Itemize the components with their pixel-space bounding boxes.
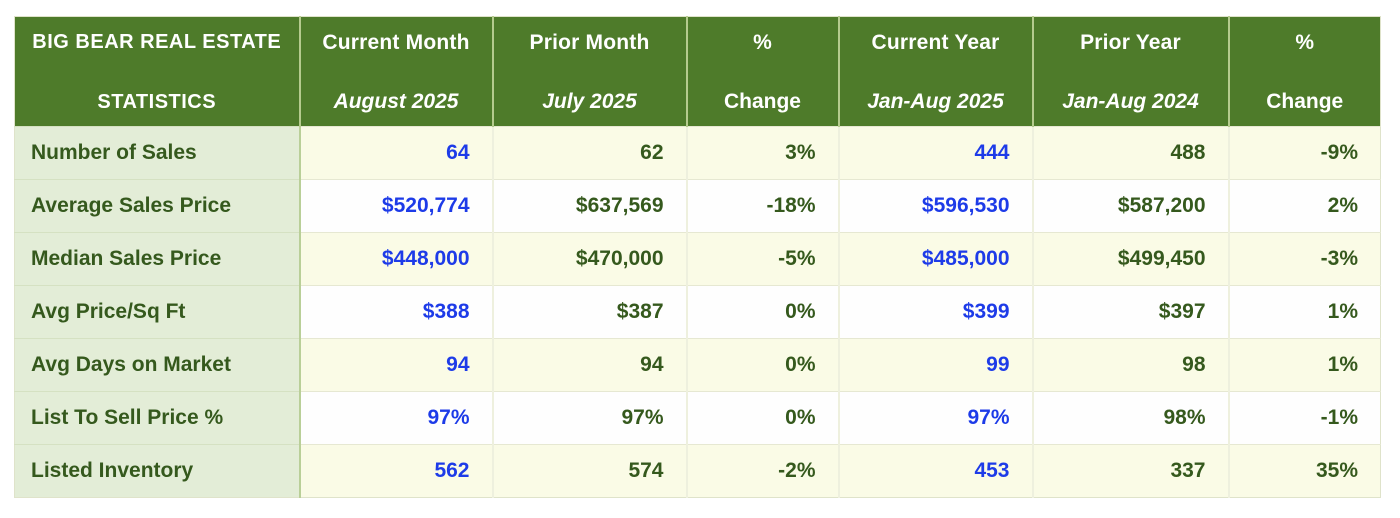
cell-value: $520,774 — [299, 179, 494, 233]
cell-value: -5% — [686, 232, 840, 286]
row-label: Number of Sales — [14, 126, 301, 180]
column-header-sublabel: Jan-Aug 2025 — [867, 90, 1004, 113]
cell-value: 35% — [1228, 444, 1381, 498]
table-row: Listed Inventory 562 574 -2% 453 337 35% — [14, 444, 1381, 498]
cell-value: 98 — [1032, 338, 1230, 392]
column-header-label: Prior Month — [529, 31, 650, 54]
column-header-pct-change-year: % Change — [1228, 16, 1381, 127]
cell-value: 337 — [1032, 444, 1230, 498]
cell-value: $499,450 — [1032, 232, 1230, 286]
table-row: Median Sales Price $448,000 $470,000 -5% $48… — [14, 232, 1381, 286]
table-row: Average Sales Price $520,774 $637,569 -18% $… — [14, 179, 1381, 233]
cell-value: $637,569 — [492, 179, 688, 233]
cell-value: $596,530 — [838, 179, 1034, 233]
row-label: Avg Price/Sq Ft — [14, 285, 301, 339]
table-row: Number of Sales 64 62 3% 444 488 -9% — [14, 126, 1381, 180]
cell-value: $485,000 — [838, 232, 1034, 286]
cell-value: $448,000 — [299, 232, 494, 286]
cell-value: -18% — [686, 179, 840, 233]
row-label: Median Sales Price — [14, 232, 301, 286]
cell-value: 562 — [299, 444, 494, 498]
cell-value: 0% — [686, 285, 840, 339]
table-row: List To Sell Price % 97% 97% 0% 97% 98% -1% — [14, 391, 1381, 445]
column-header-sublabel: Jan-Aug 2024 — [1062, 90, 1199, 113]
cell-value: 574 — [492, 444, 688, 498]
cell-value: 62 — [492, 126, 688, 180]
column-header-sublabel: Change — [723, 90, 801, 113]
cell-value: 64 — [299, 126, 494, 180]
cell-value: 97% — [838, 391, 1034, 445]
statistics-table: BIG BEAR REAL ESTATE STATISTICS Current … — [14, 16, 1381, 498]
row-label: Avg Days on Market — [14, 338, 301, 392]
row-label: Average Sales Price — [14, 179, 301, 233]
cell-value: 488 — [1032, 126, 1230, 180]
column-header-label: Current Month — [322, 31, 470, 54]
statistics-table-container: BIG BEAR REAL ESTATE STATISTICS Current … — [14, 16, 1381, 498]
header-row: BIG BEAR REAL ESTATE STATISTICS Current … — [14, 16, 1381, 127]
column-header-label: % — [753, 31, 772, 54]
cell-value: $587,200 — [1032, 179, 1230, 233]
table-header: BIG BEAR REAL ESTATE STATISTICS Current … — [14, 16, 1381, 127]
cell-value: $397 — [1032, 285, 1230, 339]
column-header-label: Prior Year — [1080, 31, 1181, 54]
column-header-label: % — [1295, 31, 1315, 54]
column-header-sublabel: August 2025 — [333, 90, 459, 113]
cell-value: -9% — [1228, 126, 1381, 180]
cell-value: $399 — [838, 285, 1034, 339]
column-header-prior-month: Prior Month July 2025 — [492, 16, 688, 127]
cell-value: -2% — [686, 444, 840, 498]
table-row: Avg Price/Sq Ft $388 $387 0% $399 $397 1% — [14, 285, 1381, 339]
cell-value: 98% — [1032, 391, 1230, 445]
cell-value: 3% — [686, 126, 840, 180]
column-header-current-month: Current Month August 2025 — [299, 16, 494, 127]
cell-value: 0% — [686, 391, 840, 445]
column-header-label: Current Year — [871, 31, 1000, 54]
cell-value: -1% — [1228, 391, 1381, 445]
cell-value: $388 — [299, 285, 494, 339]
row-label: Listed Inventory — [14, 444, 301, 498]
column-header-pct-change-month: % Change — [686, 16, 840, 127]
cell-value: 99 — [838, 338, 1034, 392]
cell-value: $470,000 — [492, 232, 688, 286]
cell-value: 1% — [1228, 338, 1381, 392]
cell-value: 94 — [492, 338, 688, 392]
column-header-sublabel: Change — [1266, 90, 1344, 113]
cell-value: 2% — [1228, 179, 1381, 233]
table-title: BIG BEAR REAL ESTATE STATISTICS — [14, 16, 301, 127]
cell-value: $387 — [492, 285, 688, 339]
cell-value: 97% — [299, 391, 494, 445]
column-header-prior-year: Prior Year Jan-Aug 2024 — [1032, 16, 1230, 127]
cell-value: 97% — [492, 391, 688, 445]
cell-value: 94 — [299, 338, 494, 392]
cell-value: 1% — [1228, 285, 1381, 339]
table-body: Number of Sales 64 62 3% 444 488 -9% Average Sa… — [14, 126, 1381, 498]
column-header-sublabel: July 2025 — [542, 90, 637, 113]
row-label: List To Sell Price % — [14, 391, 301, 445]
table-title-line2: STATISTICS — [97, 91, 217, 113]
cell-value: -3% — [1228, 232, 1381, 286]
cell-value: 0% — [686, 338, 840, 392]
column-header-current-year: Current Year Jan-Aug 2025 — [838, 16, 1034, 127]
table-row: Avg Days on Market 94 94 0% 99 98 1% — [14, 338, 1381, 392]
cell-value: 444 — [838, 126, 1034, 180]
cell-value: 453 — [838, 444, 1034, 498]
table-title-line1: BIG BEAR REAL ESTATE — [32, 31, 282, 53]
